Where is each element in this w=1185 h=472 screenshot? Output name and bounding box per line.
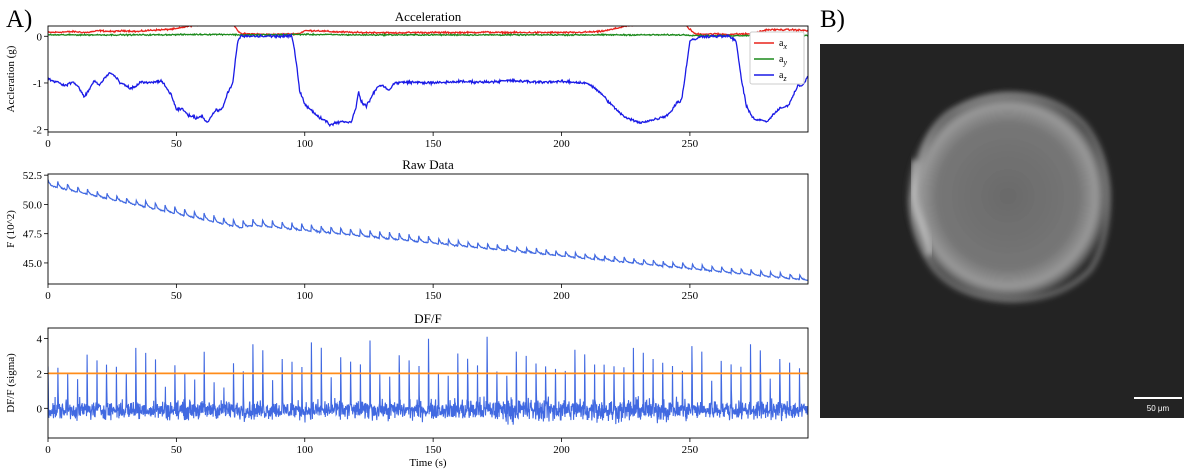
y-tick-label: -1	[33, 78, 42, 90]
x-tick-label: 150	[425, 444, 442, 456]
series-line-ay	[48, 32, 808, 38]
series-line-az	[48, 32, 808, 128]
plot-area	[48, 26, 808, 128]
y-tick-label: 2	[37, 368, 43, 380]
legend-box	[749, 31, 805, 85]
legend-label-sub: y	[782, 58, 787, 67]
chart-title: DF/F	[414, 311, 441, 326]
plot-area	[48, 336, 808, 425]
series-line-F	[48, 179, 808, 282]
y-tick-label: 45.0	[23, 258, 43, 270]
y-tick-label: 0	[37, 403, 43, 415]
dff-chart: DF/F 0 50 100 150 200 250 0 2 4 DF/F (sigma) Time (…	[5, 311, 809, 469]
axes-frame	[47, 25, 809, 133]
x-tick-label: 100	[297, 138, 314, 150]
y-tick-label: 47.5	[23, 229, 43, 241]
series-line-ax	[48, 26, 808, 37]
series-line-dff	[48, 336, 808, 425]
axes-frame	[47, 173, 809, 285]
legend-label-main: a	[779, 70, 784, 81]
x-tick-label: 0	[45, 290, 51, 302]
legend-label-main: a	[779, 38, 784, 49]
legend-label-sub: z	[782, 74, 787, 83]
panel-label-b: B)	[820, 6, 845, 33]
scale-bar-label: 50 μm	[1147, 404, 1170, 413]
legend-label: ay	[779, 54, 787, 67]
x-tick-label: 150	[425, 138, 442, 150]
x-tick-label: 50	[171, 138, 183, 150]
chart-title: Raw Data	[402, 157, 454, 172]
x-tick-label: 200	[553, 444, 570, 456]
x-axis-label: Time (s)	[409, 457, 447, 469]
legend-label-main: a	[779, 54, 784, 65]
y-axis-label: DF/F (sigma)	[5, 353, 17, 413]
y-tick-label: 52.5	[23, 170, 43, 182]
cell-bright-edge	[909, 159, 934, 256]
y-tick-label: 50.0	[23, 199, 43, 211]
x-tick-label: 200	[553, 290, 570, 302]
x-tick-label: 100	[297, 290, 314, 302]
x-tick-label: 0	[45, 444, 51, 456]
x-tick-label: 50	[171, 290, 183, 302]
legend-label-sub: x	[782, 42, 787, 51]
panel-label-a: A)	[6, 6, 32, 33]
plot-area	[48, 179, 808, 282]
cell-membrane	[909, 92, 1111, 303]
y-tick-label: -2	[33, 125, 42, 137]
axes-frame	[47, 327, 809, 439]
x-tick-label: 250	[682, 290, 699, 302]
y-axis-label: Accleration (g)	[5, 45, 17, 112]
x-tick-label: 250	[682, 444, 699, 456]
x-tick-label: 100	[297, 444, 314, 456]
y-tick-label: 0	[37, 31, 43, 43]
x-tick-label: 150	[425, 290, 442, 302]
y-tick-label: 4	[37, 333, 43, 345]
raw-data-chart: Raw Data 0 50 100 150 200 250 45.0 47.5 50.0 52.5 F…	[5, 157, 809, 302]
x-tick-label: 0	[45, 138, 51, 150]
legend-label: ax	[779, 38, 787, 51]
y-axis-label: F (10^2)	[5, 210, 17, 248]
micrograph-panel: 50 μm	[820, 44, 1184, 418]
x-tick-label: 50	[171, 444, 183, 456]
cell-body	[907, 92, 1109, 300]
acceleration-chart: Acceleration 0 50 100 150 200 250 0 -1 -2 Acclerat…	[5, 9, 809, 150]
chart-title: Acceleration	[395, 9, 462, 24]
x-tick-label: 250	[682, 138, 699, 150]
x-tick-label: 200	[553, 138, 570, 150]
legend-label: az	[779, 70, 787, 83]
